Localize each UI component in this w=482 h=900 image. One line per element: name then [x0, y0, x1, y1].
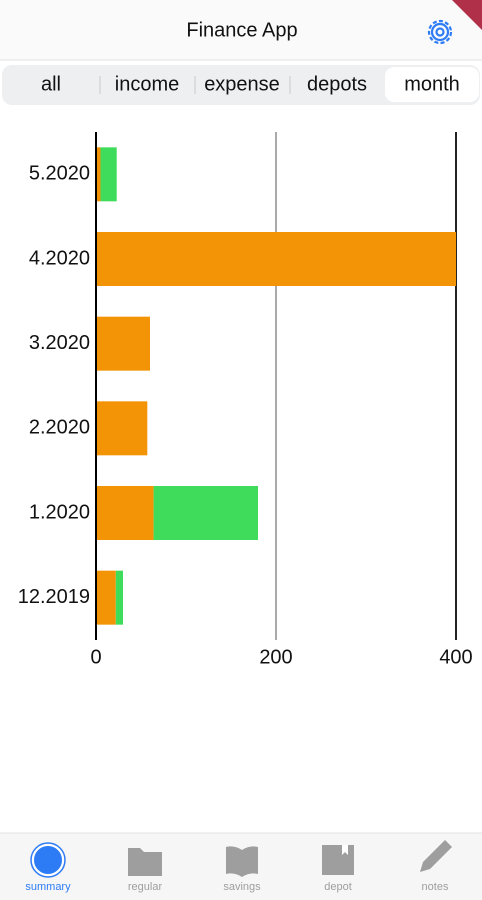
y-tick-label: 12.2019	[18, 586, 90, 608]
bar-segment	[96, 232, 456, 286]
regular-icon	[128, 848, 162, 876]
nav-label[interactable]: regular	[128, 881, 163, 893]
settings-icon[interactable]	[427, 19, 453, 45]
nav-label[interactable]: depot	[324, 881, 352, 893]
tab-label[interactable]: depots	[307, 73, 367, 95]
y-tick-label: 1.2020	[29, 501, 90, 523]
app-bar	[0, 0, 482, 60]
tab-bar-background	[2, 65, 480, 105]
bar-segment	[96, 570, 116, 625]
bar-segment	[96, 486, 154, 540]
nav-label[interactable]: savings	[223, 881, 261, 893]
tab-label[interactable]: all	[41, 73, 61, 95]
nav-label[interactable]: summary	[25, 881, 71, 893]
y-tick-label: 2.2020	[29, 417, 90, 439]
bar-segment	[96, 147, 101, 202]
x-tick-label: 200	[259, 646, 292, 668]
bar-segment	[96, 316, 150, 371]
tab-label[interactable]: income	[115, 73, 179, 95]
debug-banner	[452, 0, 482, 30]
x-tick-label: 400	[439, 646, 472, 668]
tab-bar: all income expense depots month	[2, 65, 480, 105]
depot-icon	[322, 845, 354, 875]
y-tick-label: 4.2020	[29, 247, 90, 269]
notes-icon	[420, 840, 452, 872]
nav-label[interactable]: notes	[422, 881, 449, 893]
x-tick-label: 0	[90, 646, 101, 668]
y-tick-label: 5.2020	[29, 163, 90, 185]
bar-segment	[115, 570, 123, 625]
summary-icon-ring	[30, 842, 66, 878]
savings-icon	[226, 846, 258, 877]
bar-segment	[100, 147, 117, 202]
tab-label[interactable]: expense	[204, 73, 280, 95]
app-title: Finance App	[186, 19, 297, 41]
depot-icon-bookmark	[342, 845, 348, 855]
bar-segment	[153, 486, 258, 540]
y-tick-label: 3.2020	[29, 332, 90, 354]
bar-segment	[96, 401, 148, 456]
tab-selected	[385, 67, 479, 102]
nav-icons	[30, 840, 452, 878]
summary-icon	[32, 844, 64, 876]
tab-label[interactable]: month	[404, 73, 460, 95]
